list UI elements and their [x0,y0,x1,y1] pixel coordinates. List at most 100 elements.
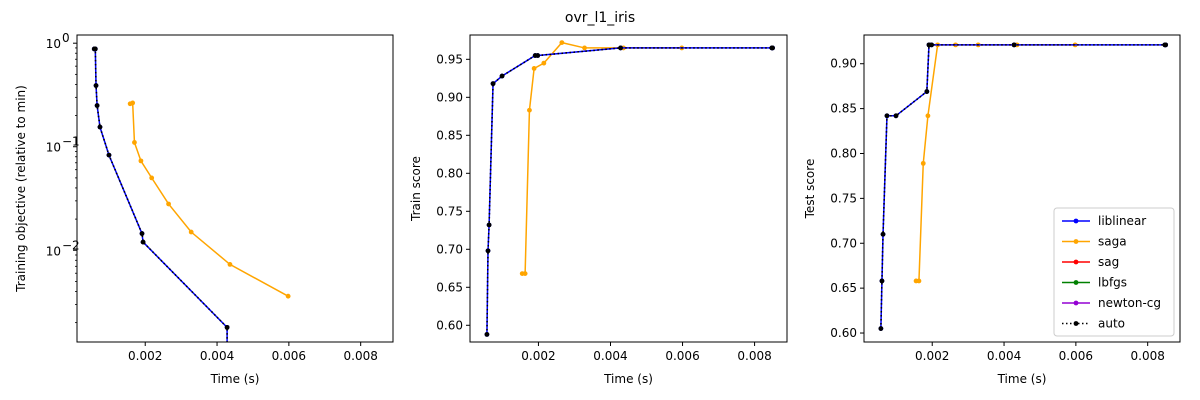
series-saga-2 [519,40,685,277]
y-tick-label: 0.75 [830,191,857,205]
data-point-auto [486,222,492,228]
legend-label-lbfgs: lbfgs [1098,276,1127,290]
y-axis-label: Training objective (relative to min) [14,85,28,293]
series-line-liblinear [486,47,773,335]
x-axis-label: Time (s) [210,372,260,386]
data-point-saga [149,175,155,181]
legend-marker-liblinear [1073,218,1079,224]
y-tick-exponent: −1 [62,135,80,149]
x-tick-label: 0.002 [128,349,162,363]
data-point-auto [92,46,98,52]
x-tick-label: 0.002 [521,349,555,363]
x-tick-label: 0.004 [200,349,234,363]
data-point-saga [582,45,587,51]
series-liblinear-1 [91,46,230,342]
data-point-saga [166,201,171,207]
series-auto-3 [878,42,1169,331]
series-auto-1 [91,46,230,342]
series-line-liblinear [94,48,228,342]
data-point-saga [916,278,922,284]
data-point-saga [531,66,537,71]
legend-marker-sag [1073,259,1079,265]
axes-frame [863,34,1181,343]
data-point-auto [94,103,100,108]
legend-label-auto: auto [1098,317,1125,331]
series-line-auto [486,47,773,335]
y-tick-label: 0.95 [436,52,463,66]
y-tick-exponent: −2 [62,238,80,252]
data-point-auto [770,45,775,51]
data-point-auto [618,45,623,51]
data-point-auto [879,278,885,284]
series-saga-3 [913,42,1078,284]
chart-panel-3: 0.002 0.004 0.006 0.008 0.60 0.65 0.70 0.75 0.80… [803,34,1181,386]
data-point-auto [499,73,505,79]
data-point-auto [878,326,884,331]
legend-marker-auto [1073,321,1079,326]
y-axis-label: Test score [803,159,817,220]
data-point-auto [93,83,99,88]
y-tick-label: 0.90 [830,57,857,71]
data-point-auto [924,89,930,94]
series-line-auto [94,48,228,342]
data-point-saga [559,40,565,45]
x-tick-label: 0.004 [593,349,627,363]
axes-frame [469,34,788,343]
series-line-saga [916,44,1076,282]
series-auto-2 [484,45,775,337]
data-point-auto [1163,42,1169,48]
series-line-saga [522,41,682,275]
data-point-saga [541,60,547,66]
data-point-saga [227,262,233,267]
y-tick-label: 0.80 [830,146,857,160]
data-point-auto [535,53,541,58]
y-tick-label: 0.75 [436,204,463,218]
x-tick-label: 0.006 [1059,349,1093,363]
data-point-saga [522,271,528,277]
y-tick-label: 0.65 [436,280,463,294]
data-point-saga [188,229,194,235]
y-tick-label: 0.60 [830,326,857,340]
y-tick-label: 0.70 [830,236,857,250]
x-tick-label: 0.008 [737,349,771,363]
data-point-auto [106,152,112,158]
legend: liblinear saga sag lbfgs newton-cg auto [1053,207,1175,337]
data-point-auto [929,42,934,48]
x-axis-label: Time (s) [603,372,653,386]
y-axis-label: Train score [409,156,423,222]
data-point-saga [285,293,291,299]
data-point-saga [132,140,137,145]
data-point-auto [880,231,886,237]
data-point-saga [527,107,532,113]
legend-box [1053,207,1175,337]
x-tick-label: 0.006 [272,349,306,363]
x-tick-label: 0.006 [665,349,699,363]
y-tick-label: 0.85 [830,102,857,116]
data-point-auto [893,113,899,119]
data-point-auto [97,124,103,130]
legend-marker-newton-cg [1073,300,1079,306]
data-point-auto [484,332,490,337]
legend-label-newton-cg: newton-cg [1098,296,1161,310]
x-tick-label: 0.008 [1131,349,1165,363]
data-point-auto [140,239,146,245]
data-point-auto [884,113,890,119]
y-tick-label: 0.90 [436,90,463,104]
x-tick-label: 0.002 [915,349,949,363]
series-liblinear-2 [484,45,775,337]
x-tick-label: 0.008 [344,349,378,363]
legend-label-sag: sag [1098,255,1119,269]
y-tick-exponent: 0 [62,31,70,45]
y-tick-label: 0.65 [830,281,857,295]
legend-marker-lbfgs [1073,280,1079,285]
chart-panel-2: 0.002 0.004 0.006 0.008 0.60 0.65 0.70 0.75 0.80… [409,34,788,386]
y-tick-label: 10 [46,141,61,155]
y-tick-label: 0.80 [436,166,463,180]
y-tick-label: 10 [46,244,61,258]
legend-label-saga: saga [1098,235,1127,249]
series-saga-1 [127,100,291,299]
legend-marker-saga [1073,239,1079,244]
